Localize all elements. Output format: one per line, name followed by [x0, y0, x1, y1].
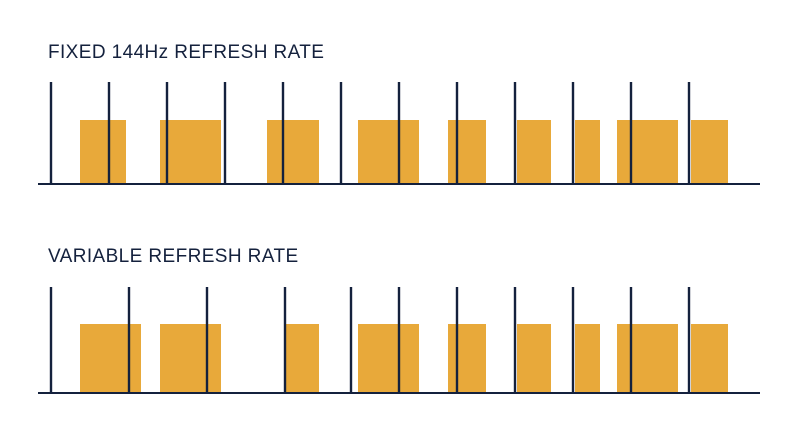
frame-block-4 [358, 324, 419, 393]
frame-block-7 [575, 324, 600, 393]
frame-block-3 [285, 324, 319, 393]
fixed-refresh-title: FIXED 144Hz REFRESH RATE [48, 42, 325, 63]
frame-block-4 [358, 120, 419, 184]
frame-block-2 [160, 120, 221, 184]
frame-block-8 [617, 324, 678, 393]
frame-block-3 [267, 120, 319, 184]
frame-block-7 [575, 120, 600, 184]
fixed-refresh-panel [38, 82, 760, 185]
frame-block-5 [448, 324, 486, 393]
frame-block-2 [160, 324, 221, 393]
frame-block-8 [617, 120, 678, 184]
variable-refresh-title: VARIABLE REFRESH RATE [48, 246, 299, 267]
frame-block-6 [517, 120, 551, 184]
frame-block-9 [691, 120, 728, 184]
frame-block-1 [80, 324, 141, 393]
frame-block-9 [691, 324, 728, 393]
frame-block-1 [80, 120, 126, 184]
frame-block-6 [517, 324, 551, 393]
variable-refresh-panel [38, 287, 760, 394]
frame-block-5 [448, 120, 486, 184]
